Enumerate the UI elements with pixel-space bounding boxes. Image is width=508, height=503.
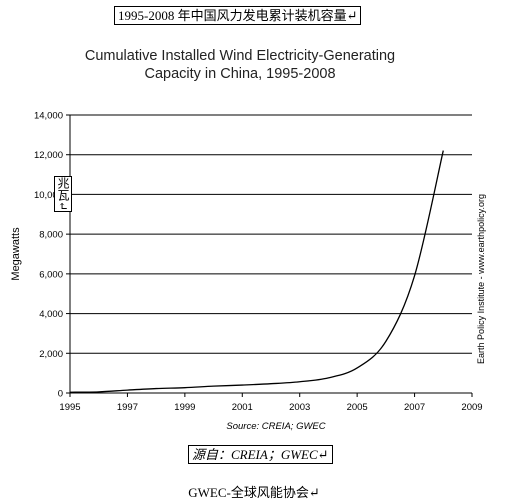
x-tick-label: 2005 (347, 402, 368, 413)
x-tick-label: 2003 (289, 402, 310, 413)
y-tick-label: 6,000 (39, 269, 63, 280)
y-tick-label: 14,000 (34, 111, 63, 122)
x-tick-label: 2007 (404, 402, 425, 413)
y-tick-label: 12,000 (34, 150, 63, 161)
y-axis-title: Megawatts (10, 227, 22, 281)
chinese-bottom-caption: GWEC-全球风能协会↵ (188, 485, 320, 500)
chinese-unit-label: 兆瓦↵ (54, 176, 72, 212)
y-tick-label: 2,000 (39, 349, 63, 360)
chart-title-line-2: Capacity in China, 1995-2008 (144, 66, 336, 82)
source-note: Source: CREIA; GWEC (226, 421, 325, 432)
x-tick-label: 2001 (232, 402, 253, 413)
series-line (69, 150, 444, 393)
y-tick-label: 10,000 (34, 190, 63, 201)
chinese-title-caption: 1995-2008 年中国风力发电累计装机容量↵ (114, 6, 362, 25)
chinese-source-caption: 源自：CREIA；GWEC↵ (188, 445, 333, 464)
y-tick-label: 8,000 (39, 230, 63, 241)
y-tick-label: 0 (58, 389, 63, 400)
chart-title-line-1: Cumulative Installed Wind Electricity-Ge… (84, 48, 396, 64)
x-tick-label: 1997 (117, 402, 138, 413)
y-tick-label: 4,000 (39, 309, 63, 320)
x-tick-label: 1999 (174, 402, 195, 413)
side-attribution-note: Earth Policy Institute - www.earthpolicy… (476, 194, 486, 364)
x-tick-label: 2009 (461, 402, 482, 413)
x-tick-label: 1995 (59, 402, 80, 413)
